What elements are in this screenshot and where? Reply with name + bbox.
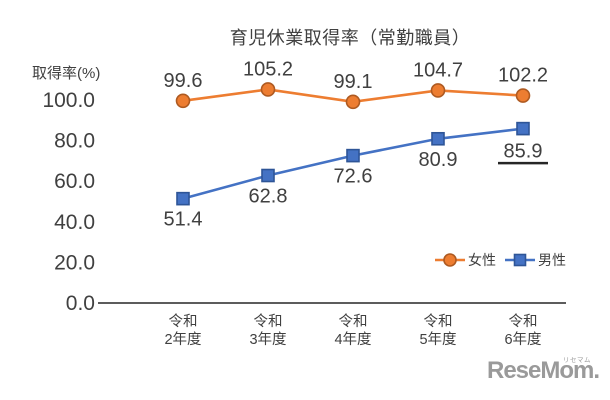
legend-label-male: 男性 xyxy=(538,252,566,268)
chart-title: 育児休業取得率（常勤職員） xyxy=(229,28,471,48)
resemom-logo: ReseMom. リセマム xyxy=(487,357,600,385)
category-label-line1: 令和 xyxy=(169,313,198,330)
resemom-logo-ruby: リセマム xyxy=(563,357,592,364)
category-label-line2: 6年度 xyxy=(504,331,541,348)
category-label-line2: 5年度 xyxy=(419,331,456,348)
data-label: 85.9 xyxy=(504,141,543,163)
resemom-logo-text: ReseMom. xyxy=(487,357,600,384)
category-label-line1: 令和 xyxy=(339,313,368,330)
data-point-marker xyxy=(175,93,191,109)
y-tick-label: 80.0 xyxy=(54,130,95,153)
data-label: 105.2 xyxy=(243,58,293,80)
category-label-line1: 令和 xyxy=(509,313,538,330)
y-tick-label: 20.0 xyxy=(54,251,95,274)
chart-legend: 女性 男性 xyxy=(434,250,566,270)
data-label: 104.7 xyxy=(413,59,463,81)
legend-label-female: 女性 xyxy=(468,252,496,268)
y-tick-label: 40.0 xyxy=(54,211,95,234)
legend-circle-marker-icon xyxy=(435,253,465,267)
data-point-marker xyxy=(516,121,530,136)
data-label: 51.4 xyxy=(164,209,203,231)
data-label: 99.1 xyxy=(334,71,373,93)
category-label-line1: 令和 xyxy=(424,313,453,330)
data-label: 102.2 xyxy=(498,65,548,87)
category-label-line1: 令和 xyxy=(254,313,283,330)
data-point-marker xyxy=(431,131,445,146)
y-tick-label: 0.0 xyxy=(66,292,95,315)
data-point-marker xyxy=(176,191,190,206)
data-label: 62.8 xyxy=(249,186,288,208)
category-label-line2: 2年度 xyxy=(164,331,201,348)
y-tick-label: 60.0 xyxy=(54,170,95,193)
data-point-marker xyxy=(430,83,446,98)
data-label: 72.6 xyxy=(334,166,373,188)
category-label-line2: 3年度 xyxy=(249,331,286,348)
data-point-marker xyxy=(515,88,531,103)
data-label: 99.6 xyxy=(164,70,203,92)
data-label: 80.9 xyxy=(419,149,458,171)
data-point-marker xyxy=(345,94,361,110)
legend-square-marker-icon xyxy=(505,253,535,267)
series-line-male xyxy=(182,127,524,200)
legend-item-male: 男性 xyxy=(504,250,566,270)
category-label-line2: 4年度 xyxy=(334,331,371,348)
data-point-marker xyxy=(261,168,275,183)
y-axis-label: 取得率(%) xyxy=(32,65,101,82)
data-point-marker xyxy=(346,148,360,163)
y-tick-label: 100.0 xyxy=(42,89,95,112)
legend-item-female: 女性 xyxy=(434,250,496,270)
data-point-marker xyxy=(260,82,276,97)
